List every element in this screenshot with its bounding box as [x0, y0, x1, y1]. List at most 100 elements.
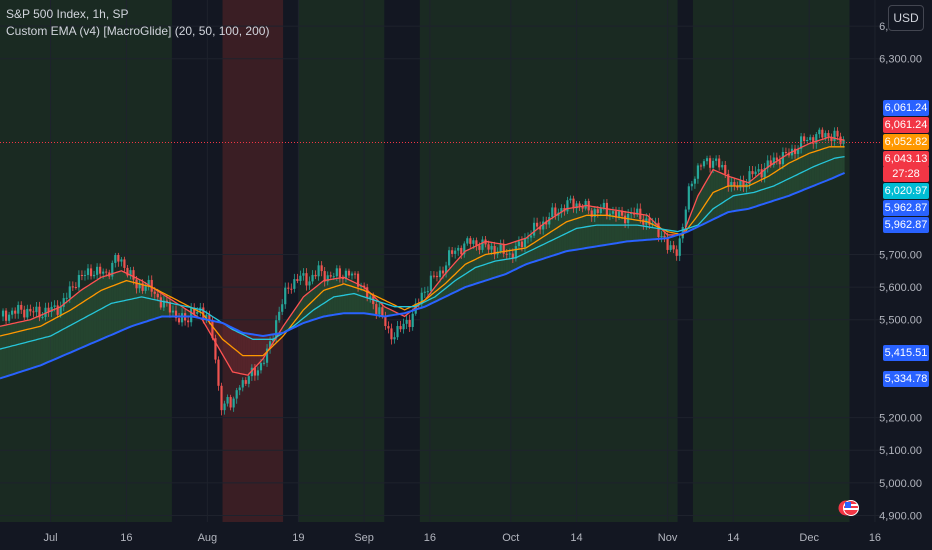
cloud-segment: [313, 286, 317, 320]
candle-body: [26, 308, 29, 318]
currency-button[interactable]: USD: [888, 5, 924, 31]
cloud-segment: [531, 232, 534, 263]
candle-body: [32, 311, 35, 313]
candle-body: [411, 313, 414, 327]
candle-body: [153, 291, 156, 294]
candle-body: [326, 275, 329, 282]
time-axis[interactable]: Jul 16 Aug 19 Sep 16 Oct 14 Nov 14 Dec 16: [44, 532, 882, 544]
price-tag: 6,020.97: [883, 183, 929, 199]
candle-body: [223, 403, 226, 411]
cloud-segment: [634, 213, 638, 241]
cloud-segment: [824, 137, 827, 182]
candle-body: [730, 182, 733, 187]
candle-body: [833, 130, 836, 141]
cloud-segment: [533, 230, 537, 262]
candle-body: [11, 310, 14, 315]
x-tick-label: Oct: [502, 532, 519, 544]
symbol-title[interactable]: S&P 500 Index, 1h, SP: [6, 7, 129, 21]
candle-body: [247, 376, 250, 384]
candle-body: [642, 219, 645, 225]
candle-body: [305, 273, 308, 286]
candle-body: [575, 203, 578, 209]
cloud-segment: [799, 147, 802, 192]
candle-body: [696, 165, 700, 179]
indicator-title[interactable]: Custom EMA (v4) [MacroGlide] (20, 50, 10…: [6, 24, 270, 38]
candle-body: [50, 306, 53, 312]
candle-body: [38, 306, 41, 318]
cloud-segment: [20, 321, 23, 372]
candle-body: [132, 270, 135, 280]
candle-body: [83, 274, 87, 276]
cloud-segment: [622, 211, 625, 243]
candle-body: [560, 208, 563, 213]
cloud-segment: [247, 333, 251, 376]
cloud-segment: [37, 315, 41, 367]
cloud-segment: [811, 141, 815, 187]
candle-body: [144, 286, 147, 291]
candle-body: [366, 287, 369, 298]
cloud-segment: [536, 227, 539, 261]
candle-body: [842, 140, 845, 144]
candle-body: [202, 307, 205, 319]
candle-body: [532, 222, 536, 236]
cloud-segment: [25, 320, 28, 371]
candle-body: [105, 271, 108, 273]
cloud-segment: [558, 212, 562, 254]
candle-body: [68, 286, 71, 298]
candle-body: [666, 237, 669, 250]
candle-body: [408, 320, 411, 327]
candle-body: [92, 274, 96, 277]
cloud-segment: [40, 314, 43, 366]
candle-body: [120, 259, 123, 262]
cloud-segment: [528, 234, 532, 264]
cloud-segment: [15, 322, 18, 374]
cloud-segment: [783, 154, 787, 198]
candle-body: [53, 305, 56, 307]
candle-body: [320, 265, 323, 272]
price-tag: 6,052.82: [883, 134, 929, 150]
candle-body: [65, 297, 68, 299]
cloud-segment: [601, 207, 605, 246]
candle-body: [432, 275, 436, 277]
candle-body: [517, 241, 520, 247]
candle-body: [566, 200, 569, 212]
candles: [1, 127, 845, 416]
candle-body: [818, 129, 821, 135]
ema-lines: [0, 136, 846, 380]
cloud-segment: [257, 335, 261, 365]
cloud-segment: [700, 187, 703, 226]
candle-body: [238, 387, 241, 391]
candle-body: [457, 247, 460, 251]
candle-body: [760, 169, 763, 178]
candle-body: [693, 178, 696, 184]
candle-body: [821, 129, 824, 138]
candle-body: [493, 246, 496, 255]
us-flag-icon[interactable]: [838, 498, 860, 518]
candle-body: [180, 313, 184, 323]
candle-body: [159, 297, 162, 308]
cloud-segment: [32, 317, 36, 368]
candle-body: [490, 246, 493, 250]
cloud-segment: [606, 208, 610, 245]
cloud-segment: [455, 259, 458, 292]
candle-body: [435, 275, 439, 278]
x-tick-label: 14: [727, 532, 739, 544]
candle-body: [539, 226, 542, 230]
candle-body: [390, 328, 393, 340]
candle-body: [705, 158, 709, 162]
cloud-segment: [240, 331, 243, 375]
candle-body: [438, 270, 442, 278]
y-tick-label: 5,600.00: [879, 282, 922, 294]
candle-body: [624, 215, 627, 224]
candle-body: [275, 320, 278, 339]
cloud-segment: [17, 321, 21, 373]
candle-body: [669, 245, 672, 250]
cloud-segment: [715, 170, 719, 219]
x-tick-label: Jul: [44, 532, 58, 544]
cloud-segment: [470, 247, 473, 286]
candle-body: [812, 137, 815, 144]
candle-body: [617, 211, 621, 218]
candle-body: [523, 238, 527, 248]
